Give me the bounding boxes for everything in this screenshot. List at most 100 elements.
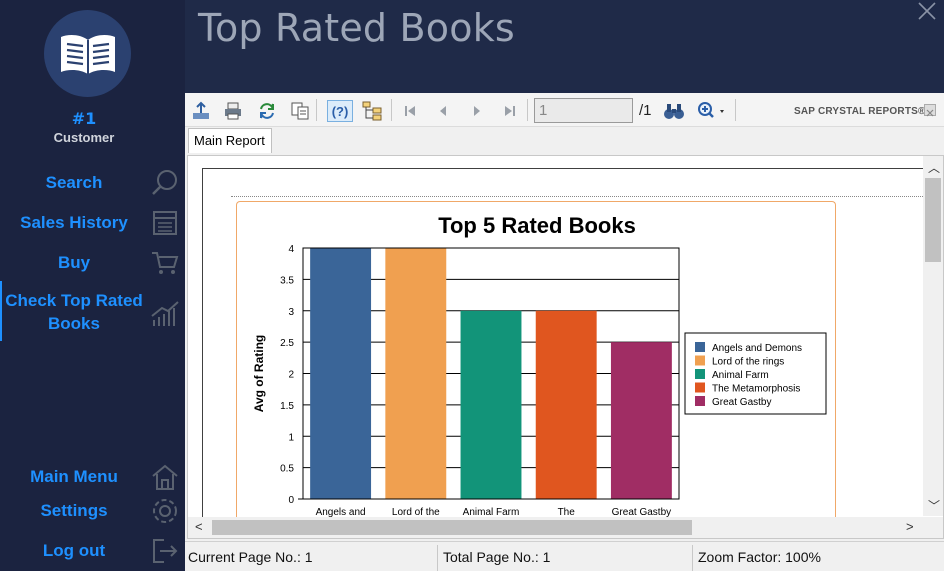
print-button[interactable]	[222, 100, 244, 122]
legend-label: Great Gastby	[712, 397, 771, 408]
status-separator	[692, 545, 693, 571]
toolbar-separator	[527, 99, 528, 121]
first-page-button[interactable]	[399, 100, 421, 122]
report-tabs: Main Report	[185, 127, 944, 153]
nav-settings[interactable]: Settings	[0, 496, 185, 524]
y-tick-label: 2.5	[280, 338, 294, 349]
close-icon	[926, 109, 934, 117]
find-button[interactable]	[663, 100, 685, 122]
bar	[535, 310, 597, 499]
nav-search-label: Search	[45, 172, 103, 192]
nav-check-top-rated[interactable]: Check Top Rated Books	[0, 288, 185, 336]
binoculars-icon	[664, 104, 684, 119]
horizontal-scroll-thumb[interactable]	[212, 520, 692, 535]
vertical-scroll-thumb[interactable]	[925, 178, 941, 262]
bar	[385, 248, 447, 499]
nav-logout[interactable]: Log out	[0, 536, 185, 564]
toolbar-separator	[391, 99, 392, 121]
gear-icon	[153, 499, 177, 523]
y-tick-label: 1	[288, 432, 294, 443]
toolbar-separator	[735, 99, 736, 121]
report-viewer: Top 5 Rated Books 0 0.5 1 1.5 2 2.5 3 3.5 4 Angels…	[187, 155, 944, 539]
status-total-page: Total Page No.: 1	[443, 549, 551, 565]
close-icon[interactable]	[916, 0, 938, 22]
bar	[460, 310, 522, 499]
zoom-button[interactable]	[696, 100, 728, 122]
home-icon	[152, 464, 178, 490]
vertical-scrollbar[interactable]: ︿ ﹀	[923, 156, 943, 516]
page-number-input[interactable]	[534, 98, 633, 123]
legend-swatch	[695, 396, 705, 406]
legend-label: The Metamorphosis	[712, 384, 800, 395]
copy-button[interactable]	[289, 100, 311, 122]
x-tick-label: Lord of the	[392, 507, 440, 518]
status-separator	[437, 545, 438, 571]
scroll-corner	[923, 517, 943, 538]
x-tick-label: Angels and	[316, 507, 366, 518]
y-tick-label: 4	[288, 244, 294, 255]
nav-buy[interactable]: Buy	[0, 248, 185, 276]
legend-label: Animal Farm	[712, 370, 769, 381]
plot-area	[302, 247, 680, 500]
legend-swatch	[695, 355, 705, 366]
close-report-button[interactable]	[924, 104, 936, 117]
legend-label: Lord of the rings	[712, 357, 784, 368]
prev-page-button[interactable]	[432, 100, 454, 122]
logo	[44, 10, 131, 97]
crystal-reports-brand: SAP CRYSTAL REPORTS®	[794, 106, 926, 117]
x-tick-label: The	[558, 507, 576, 518]
nav-search[interactable]: Search	[0, 168, 185, 196]
y-tick-label: 1.5	[280, 401, 294, 412]
refresh-icon	[260, 103, 274, 119]
prev-page-icon	[440, 106, 446, 116]
chart-frame: Top 5 Rated Books 0 0.5 1 1.5 2 2.5 3 3.5 4 Angels…	[236, 201, 836, 518]
bar	[310, 248, 372, 499]
nav-buy-label: Buy	[57, 252, 91, 272]
last-page-button[interactable]	[499, 100, 521, 122]
legend-swatch	[695, 342, 705, 352]
legend-swatch	[695, 382, 705, 393]
nav-sales-history-label: Sales History	[20, 212, 128, 232]
last-page-icon	[505, 106, 515, 116]
next-page-icon	[474, 106, 480, 116]
status-zoom: Zoom Factor: 100%	[698, 549, 821, 565]
active-indicator	[0, 281, 2, 341]
legend-label: Angels and Demons	[712, 343, 802, 354]
group-tree-button[interactable]	[361, 100, 383, 122]
bar-chart: Top 5 Rated Books 0 0.5 1 1.5 2 2.5 3 3.5 4 Angels…	[252, 213, 827, 518]
header: Top Rated Books	[185, 0, 944, 93]
tab-main-report[interactable]: Main Report	[188, 128, 272, 153]
first-page-icon	[405, 106, 415, 116]
y-tick-label: 3.5	[280, 275, 294, 286]
register-icon	[153, 211, 177, 235]
status-current-page: Current Page No.: 1	[188, 549, 313, 565]
cart-icon	[152, 252, 179, 274]
x-tick-label: Animal Farm	[463, 507, 520, 518]
search-icon	[152, 170, 177, 195]
scroll-down-icon[interactable]: ﹀	[928, 499, 941, 513]
nav-main-menu[interactable]: Main Menu	[0, 462, 185, 490]
nav-main-menu-label: Main Menu	[30, 466, 118, 486]
y-tick-label: 2	[288, 370, 294, 381]
y-tick-label: 0.5	[280, 464, 294, 475]
scroll-left-icon[interactable]: <	[195, 519, 203, 534]
svg-text:(?): (?)	[332, 104, 349, 119]
horizontal-scrollbar[interactable]: < >	[188, 517, 923, 538]
nav-check-top-rated-label: Check Top Rated Books	[5, 291, 143, 333]
x-tick-label: Great Gastby	[612, 507, 671, 518]
y-tick-label: 0	[288, 495, 294, 506]
copy-icon	[291, 102, 309, 120]
refresh-button[interactable]	[256, 100, 278, 122]
nav-sales-history[interactable]: Sales History	[0, 208, 185, 236]
export-button[interactable]	[190, 100, 212, 122]
help-button[interactable]: (?)	[327, 100, 353, 122]
toolbar-separator	[316, 99, 317, 121]
legend-swatch	[695, 369, 705, 379]
bar	[610, 342, 672, 499]
scroll-right-icon[interactable]: >	[906, 519, 914, 534]
scroll-up-icon[interactable]: ︿	[928, 161, 941, 175]
report-toolbar: (?) /1	[185, 93, 944, 127]
next-page-button[interactable]	[466, 100, 488, 122]
help-icon: (?)	[332, 104, 349, 119]
